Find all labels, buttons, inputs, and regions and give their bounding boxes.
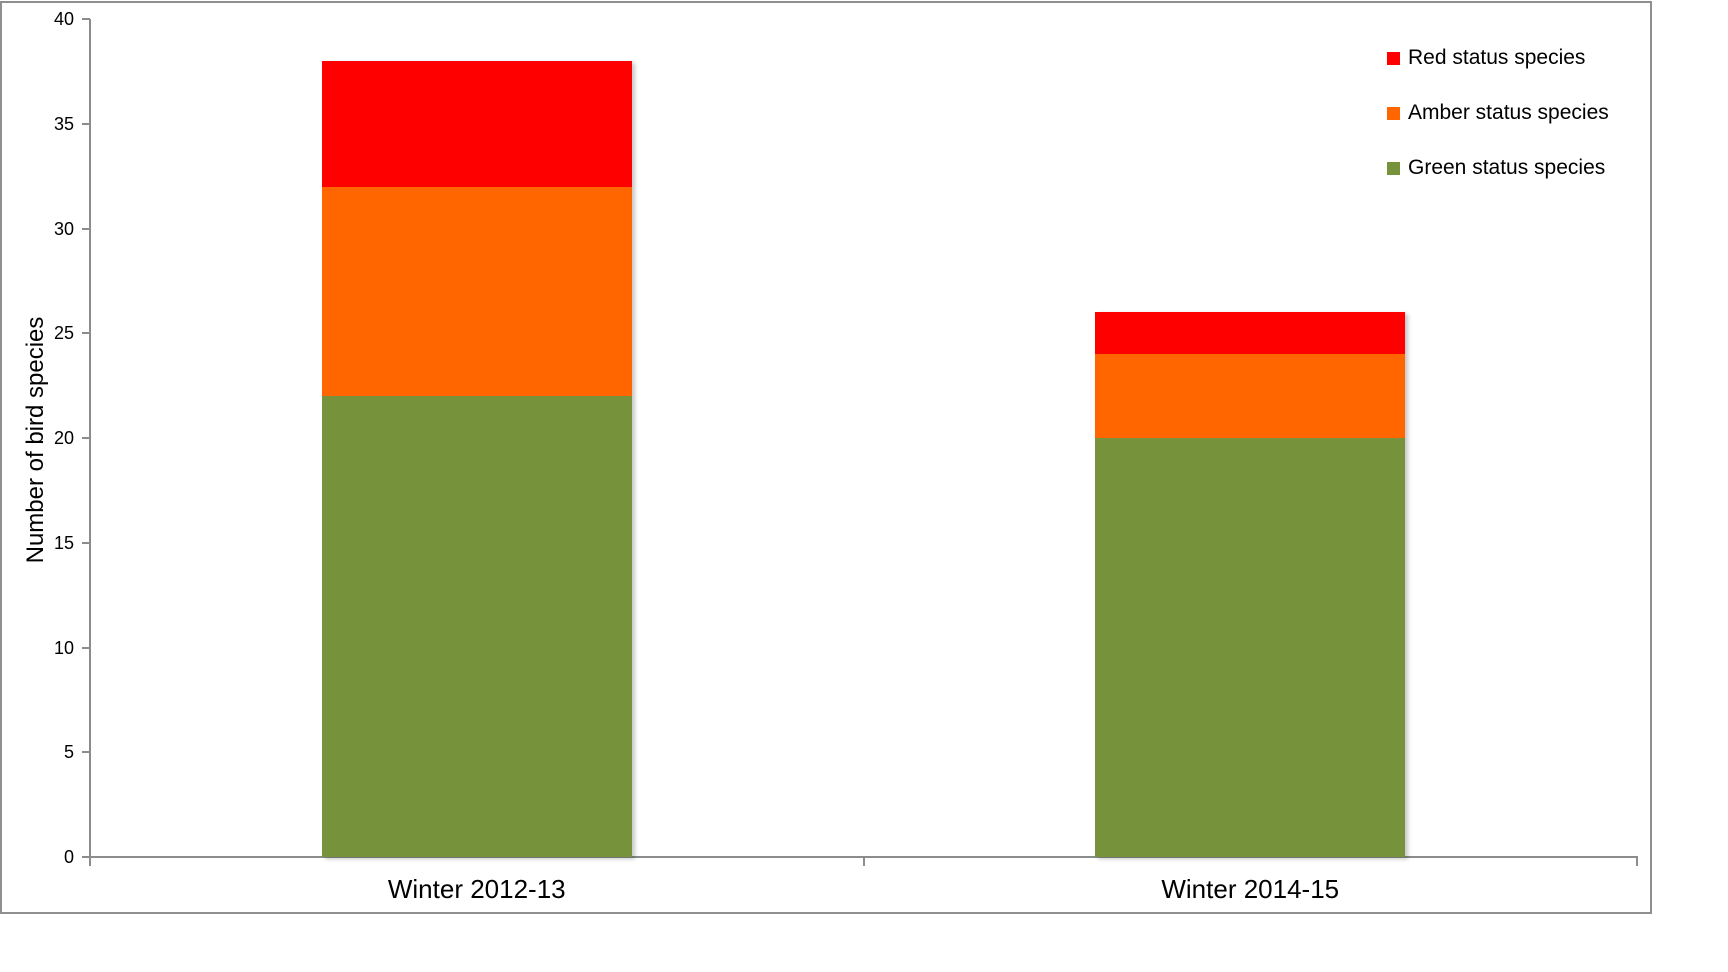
y-tick: [82, 332, 90, 335]
y-tick: [82, 646, 90, 649]
y-tick-label: 40: [53, 9, 74, 29]
y-tick-label: 20: [53, 428, 74, 448]
y-tick-label: 30: [53, 218, 74, 239]
y-tick-label: 15: [53, 532, 74, 553]
legend-item-red: Red status species: [1387, 45, 1609, 71]
bar-winter-2014-15: [1095, 312, 1406, 857]
bar-segment-amber: [321, 186, 632, 397]
y-tick-label: 25: [53, 323, 74, 344]
green-swatch-icon: [1387, 161, 1400, 175]
y-tick: [82, 437, 90, 439]
legend-item-green: Green status species: [1387, 155, 1609, 181]
y-tick: [82, 751, 90, 754]
y-tick: [82, 227, 90, 230]
y-tick: [82, 856, 90, 858]
bar-segment-green: [321, 396, 632, 857]
y-axis-line: [89, 19, 91, 866]
bar-segment-green: [1095, 437, 1406, 857]
y-tick: [82, 18, 90, 20]
x-tick: [1636, 857, 1638, 866]
x-category-label: Winter 2014-15: [1161, 874, 1340, 904]
y-tick-label: 10: [53, 637, 74, 658]
red-swatch-icon: [1387, 51, 1400, 65]
bar-segment-amber: [1095, 354, 1406, 438]
y-tick: [82, 122, 90, 125]
y-tick: [82, 541, 90, 544]
legend-label-amber: Amber status species: [1408, 101, 1609, 124]
x-tick: [89, 857, 91, 866]
legend-item-amber: Amber status species: [1387, 100, 1609, 126]
legend-label-green: Green status species: [1408, 156, 1606, 179]
x-tick: [862, 857, 865, 866]
bar-segment-red: [1095, 312, 1406, 355]
y-tick-label: 5: [63, 742, 74, 763]
bar-winter-2012-13: [321, 60, 632, 857]
legend: Red status species Amber status species …: [1387, 45, 1609, 210]
legend-label-red: Red status species: [1408, 46, 1586, 69]
x-category-label: Winter 2012-13: [387, 874, 566, 904]
bar-segment-red: [321, 60, 632, 187]
y-tick-label: 0: [63, 847, 74, 867]
amber-swatch-icon: [1387, 106, 1400, 120]
y-tick-label: 35: [53, 113, 74, 134]
